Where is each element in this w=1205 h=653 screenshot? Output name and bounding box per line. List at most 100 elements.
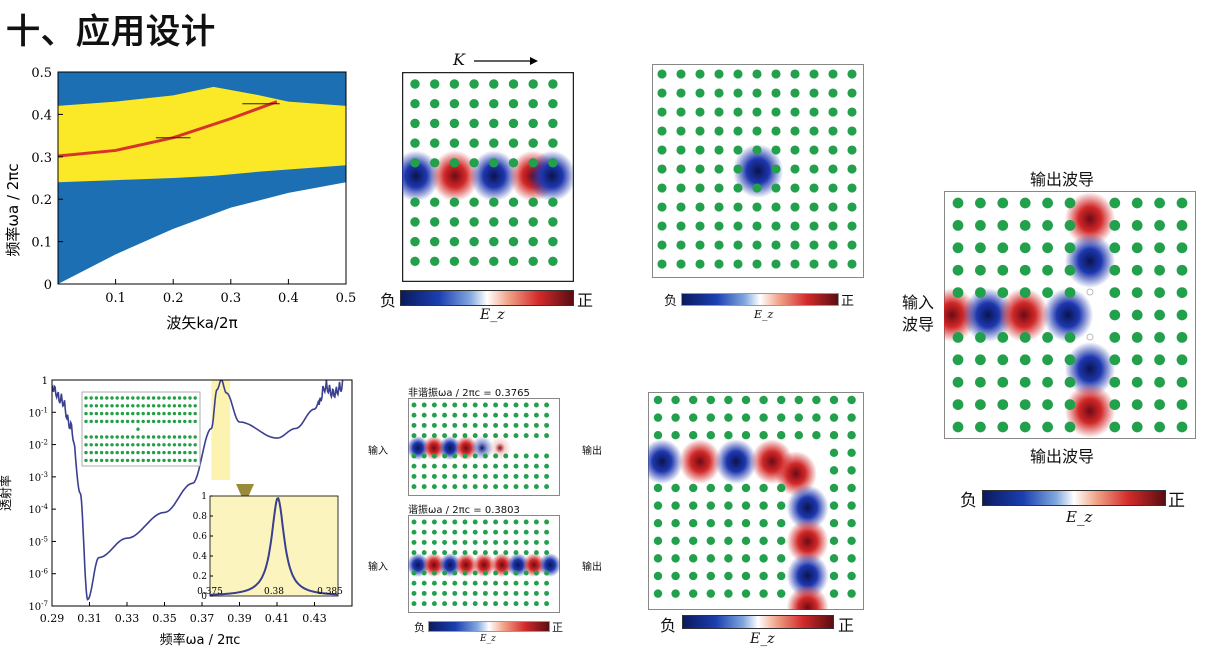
lattice-rod: [523, 422, 529, 428]
lattice-rod: [676, 202, 686, 212]
lattice-rod: [410, 98, 420, 109]
lattice-rod: [544, 463, 550, 469]
lattice-rod: [99, 404, 104, 408]
lattice-rod: [759, 430, 768, 440]
band-chart-frame: [57, 71, 347, 285]
field-lobe: [1042, 288, 1094, 342]
lattice-rod: [462, 422, 468, 428]
lattice-rod: [151, 435, 156, 439]
lattice-rod: [533, 433, 539, 439]
lattice-rod: [482, 484, 488, 490]
lattice-rod: [776, 395, 786, 405]
lattice-rod: [508, 98, 519, 109]
lattice-rod: [1109, 220, 1121, 231]
lattice-rod: [533, 550, 539, 556]
lattice-rod: [752, 240, 762, 250]
lattice-rod: [482, 550, 488, 556]
transmission-xlabel: 频率ωa / 2πc: [160, 632, 241, 648]
lattice-rod: [493, 412, 499, 418]
lattice-rod: [533, 402, 539, 408]
field-lobe: [522, 553, 546, 577]
lattice-rod: [809, 107, 819, 117]
lattice-rod: [847, 69, 857, 79]
lattice-rod: [548, 236, 558, 247]
inset-y-tick-label: 0.2: [193, 572, 207, 582]
lattice-rod: [794, 413, 804, 422]
lattice-rod: [421, 473, 427, 479]
lattice-rod: [462, 601, 468, 607]
lattice-rod: [847, 413, 856, 422]
lattice-rod: [695, 164, 705, 174]
colorbar-gradient: [428, 621, 550, 632]
lattice-rod: [188, 450, 192, 455]
lattice-rod: [89, 419, 93, 424]
lattice-rod: [151, 443, 156, 447]
lattice-rod: [89, 450, 93, 455]
colorbar-field-label: E_z: [480, 634, 496, 644]
lattice-rod: [528, 256, 538, 267]
lattice-rod: [493, 580, 499, 586]
lattice-rod: [752, 259, 762, 269]
y-tick-label: 10-3: [28, 471, 48, 484]
lattice-rod: [523, 473, 529, 479]
lattice-rod: [533, 539, 539, 545]
lattice-rod: [706, 430, 716, 440]
lattice-rod: [847, 145, 857, 155]
colorbar-pos-label: 正: [577, 291, 594, 310]
lattice-rod: [493, 484, 499, 490]
lattice-rod: [94, 450, 99, 455]
lattice-rod: [431, 601, 437, 607]
lattice-rod: [544, 473, 550, 479]
lattice-rod: [676, 107, 686, 117]
lattice-rod: [997, 197, 1009, 209]
lattice-rod: [790, 221, 800, 231]
lattice-rod: [472, 519, 478, 525]
lattice-rod: [809, 183, 819, 193]
lattice-rod: [759, 518, 768, 528]
lattice-rod: [84, 411, 88, 416]
lattice-rod: [752, 88, 762, 98]
lattice-rod: [733, 221, 743, 231]
lattice-rod: [110, 396, 114, 400]
lattice-rod: [544, 412, 550, 418]
lattice-rod: [89, 411, 93, 416]
lattice-rod: [120, 458, 125, 463]
cavity-field-map: [652, 64, 864, 278]
lattice-rod: [411, 570, 417, 576]
lattice-rod: [776, 430, 786, 440]
colorbar-field-label: E_z: [750, 631, 775, 647]
band-chart-xlabel: 波矢ka/2π: [166, 314, 237, 332]
lattice-rod: [410, 138, 420, 148]
lattice-rod: [1176, 197, 1188, 209]
lattice-rod: [1109, 264, 1121, 276]
lattice-rod: [183, 411, 187, 416]
lattice-rod: [671, 554, 680, 563]
inset-y-tick-label: 0.8: [193, 512, 208, 522]
lattice-rod: [177, 458, 182, 463]
lattice-rod: [462, 590, 468, 596]
lattice-rod: [975, 421, 986, 433]
lattice-rod: [714, 240, 724, 250]
lattice-rod: [421, 601, 427, 607]
bend-colorbar: 负 正 E_z: [660, 612, 860, 652]
lattice-rod: [151, 396, 156, 400]
lattice-rod: [653, 483, 663, 493]
lattice-rod: [172, 450, 177, 455]
lattice-rod: [523, 484, 529, 490]
lattice-rod: [741, 483, 751, 493]
lattice-rod: [462, 433, 468, 439]
field-lobe: [431, 150, 479, 202]
lattice-rod: [157, 435, 161, 439]
lattice-rod: [776, 518, 786, 528]
lattice-rod: [1064, 197, 1076, 209]
lattice-rod: [94, 396, 99, 400]
lattice-rod: [548, 79, 558, 89]
lattice-rod: [548, 118, 558, 129]
lattice-rod: [809, 88, 819, 98]
lattice-rod: [653, 413, 663, 422]
lattice-rod: [452, 529, 458, 535]
lattice-rod: [136, 435, 140, 439]
waveguide-field-map: [402, 72, 574, 282]
inset-y-tick-label: 0.6: [193, 532, 208, 542]
lattice-rod: [523, 463, 529, 469]
